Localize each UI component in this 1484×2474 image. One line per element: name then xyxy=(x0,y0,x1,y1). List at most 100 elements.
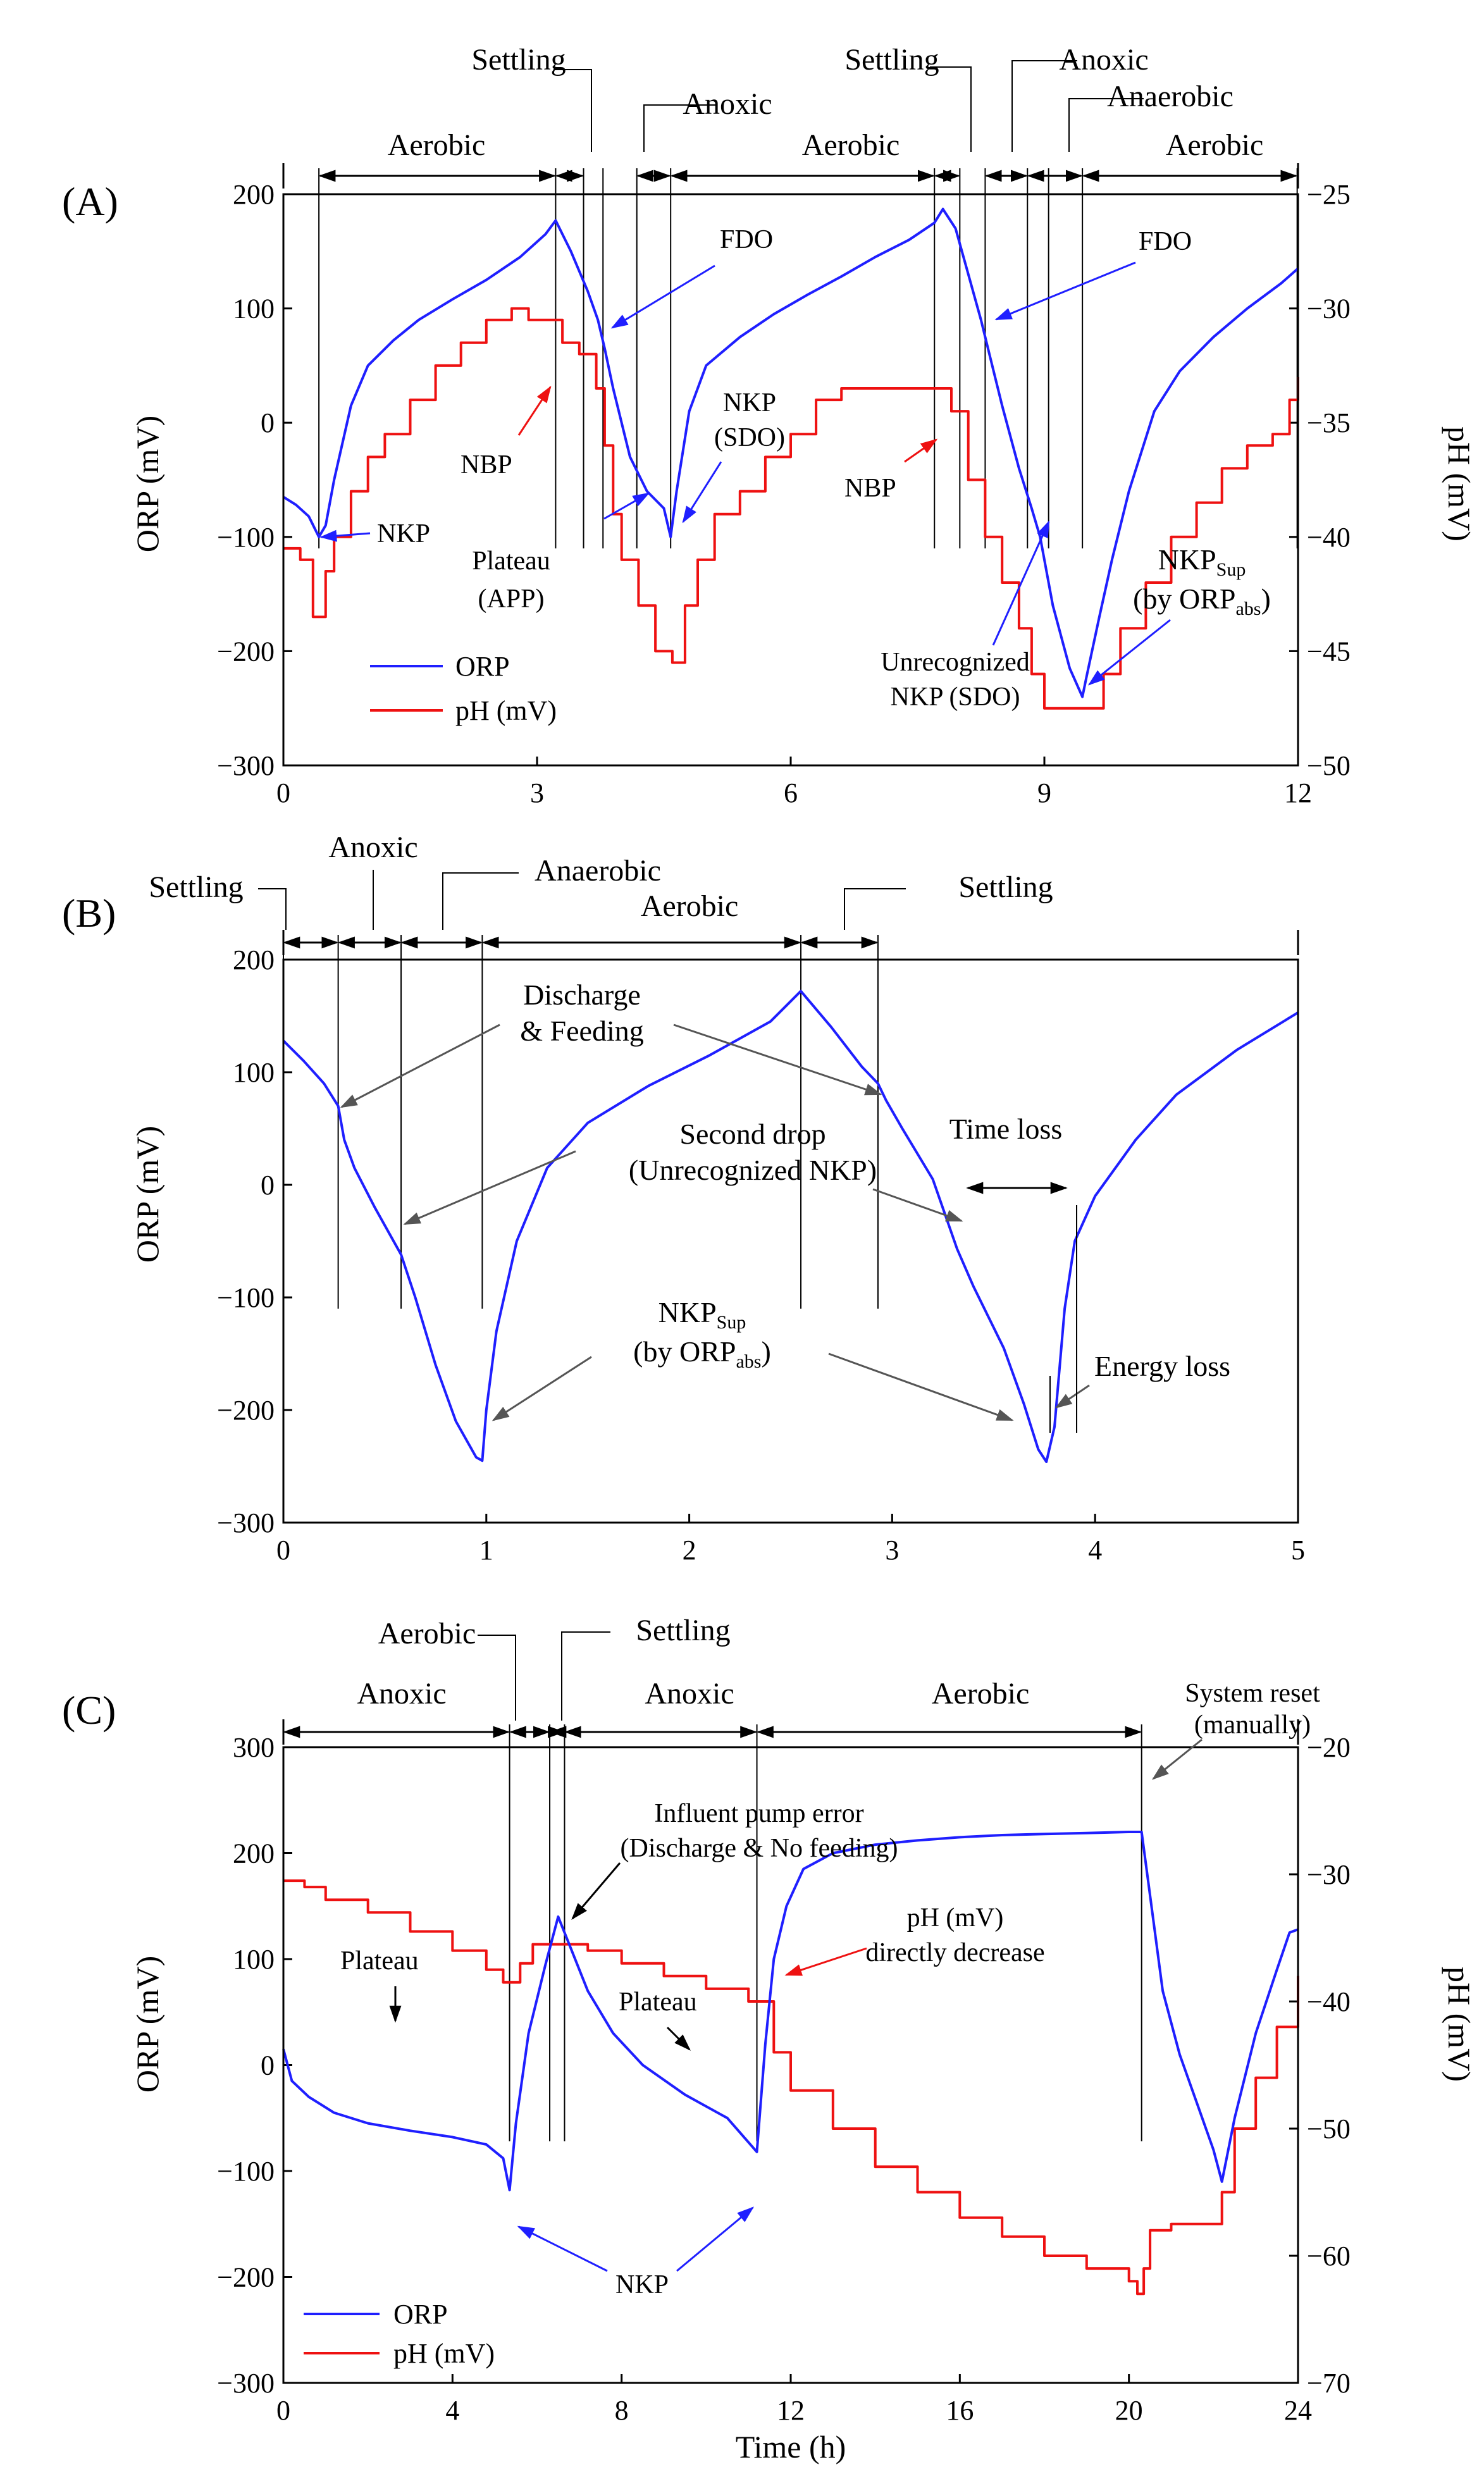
panel-a-ticks: 0 3 6 9 12 200 100 0 −100 −200 −300 −25 −30 −35 −40 −45… xyxy=(217,179,1351,808)
x-tick-label: 8 xyxy=(615,2395,629,2426)
x-tick-label: 3 xyxy=(885,1535,899,1566)
annot-c-ph-decrease-sub: directly decrease xyxy=(865,1938,1044,1967)
annot-b-second-drop: Second drop xyxy=(679,1118,825,1150)
panel-c-annotations: Plateau Plateau NKP Influent pump error … xyxy=(340,1679,1320,2299)
y-right-tick-label: −25 xyxy=(1307,179,1351,210)
y-tick-label: 0 xyxy=(261,1170,275,1201)
panel-b: (B) ORP (mV) 0 1 2 3 4 5 200 100 0 −100 −200 −300 S… xyxy=(62,831,1305,1566)
phase-leader xyxy=(442,872,519,930)
panel-c-label: (C) xyxy=(62,1688,116,1733)
annot-c-pump-error: Influent pump error xyxy=(654,1799,863,1828)
annot-a-nkp-1: NKP xyxy=(377,519,430,548)
x-tick-label: 0 xyxy=(276,1535,290,1566)
phase-label: Anaerobic xyxy=(1107,80,1234,113)
y-tick-label: −200 xyxy=(217,636,275,667)
phase-label: Settling xyxy=(149,870,243,904)
x-tick-label: 6 xyxy=(784,777,798,808)
x-tick-label: 12 xyxy=(777,2395,805,2426)
y-right-tick-label: −45 xyxy=(1307,636,1351,667)
annot-a-nkp-sdo-sub: (SDO) xyxy=(714,423,785,452)
phase-label: Anoxic xyxy=(1059,43,1148,77)
y-tick-label: 100 xyxy=(233,294,275,325)
panel-c: (C) ORP (mV) pH (mV) Time (h) 0 4 8 12 16 20 2… xyxy=(62,1614,1477,2465)
phase-leader xyxy=(643,104,716,152)
phase-label: Settling xyxy=(958,870,1053,904)
panel-c-frame xyxy=(282,1746,1299,2384)
annot-a-nbp-1: NBP xyxy=(461,450,512,479)
annot-b-nkp-sup-sub: (by ORPabs) xyxy=(633,1335,771,1372)
phase-label: Anoxic xyxy=(357,1677,446,1710)
phase-label: Aerobic xyxy=(802,128,900,162)
panel-c-ylabel-right: pH (mV) xyxy=(1442,1967,1477,2082)
ph-series-line xyxy=(283,307,1299,710)
phase-label: Anoxic xyxy=(328,831,417,864)
y-tick-label: 100 xyxy=(233,1944,275,1975)
panel-a-annotations: NKP NBP FDO Plateau (APP) NKP (SDO) NBP … xyxy=(319,225,1271,712)
panel-b-frame xyxy=(282,958,1299,1524)
annot-a-unrecognized-sub: NKP (SDO) xyxy=(891,683,1020,712)
annot-a-nbp-2: NBP xyxy=(844,474,896,503)
y-tick-label: 200 xyxy=(233,944,275,975)
x-tick-label: 20 xyxy=(1115,2395,1143,2426)
x-tick-label: 3 xyxy=(530,777,544,808)
panel-c-xlabel: Time (h) xyxy=(736,2429,846,2465)
annot-a-fdo-2: FDO xyxy=(1139,227,1192,256)
x-tick-label: 1 xyxy=(479,1535,493,1566)
annot-a-plateau-sub: (APP) xyxy=(478,584,544,614)
annot-c-ph-decrease: pH (mV) xyxy=(907,1903,1004,1933)
panel-b-plot-area xyxy=(282,935,1299,1463)
panel-c-ticks: 0 4 8 12 16 20 24 300 200 100 0 −100 −200 −300 −20 −30 −… xyxy=(217,1732,1351,2426)
x-tick-label: 0 xyxy=(276,2395,290,2426)
annot-c-system-reset: System reset xyxy=(1185,1679,1320,1708)
annot-a-nkp-sdo: NKP xyxy=(723,388,776,417)
panel-c-phase-bar: Anoxic Aerobic Settling Anoxic Aerobic xyxy=(282,1614,1299,1745)
y-right-tick-label: −20 xyxy=(1307,1732,1351,1763)
phase-label: Anaerobic xyxy=(535,854,661,888)
panel-a: (A) ORP (mV) pH (mV) 0 3 6 9 12 200 100 0 −100 −2… xyxy=(62,43,1477,808)
y-right-tick-label: −40 xyxy=(1307,522,1351,553)
phase-leader xyxy=(930,66,972,152)
panel-b-ylabel: ORP (mV) xyxy=(130,1126,165,1263)
panel-a-legend: ORP pH (mV) xyxy=(370,651,557,726)
y-tick-label: −100 xyxy=(217,2156,275,2187)
annot-c-nkp: NKP xyxy=(615,2270,669,2299)
y-tick-label: −300 xyxy=(217,750,275,781)
phase-leader xyxy=(258,888,287,930)
panel-a-frame xyxy=(282,193,1299,767)
y-right-tick-label: −35 xyxy=(1307,407,1351,438)
annot-b-time-loss: Time loss xyxy=(949,1113,1063,1145)
y-tick-label: −100 xyxy=(217,522,275,553)
phase-label: Aerobic xyxy=(378,1617,476,1650)
y-right-tick-label: −30 xyxy=(1307,1859,1351,1890)
x-tick-label: 0 xyxy=(276,777,290,808)
phase-label: Anoxic xyxy=(683,87,772,121)
x-tick-label: 12 xyxy=(1284,777,1312,808)
annot-a-unrecognized: Unrecognized xyxy=(881,648,1030,677)
y-right-tick-label: −30 xyxy=(1307,294,1351,325)
annot-c-plateau-2: Plateau xyxy=(619,1988,697,2017)
annot-c-pump-error-sub: (Discharge & No feeding) xyxy=(621,1834,898,1863)
phase-label: Aerobic xyxy=(1166,128,1264,162)
y-tick-label: −100 xyxy=(217,1282,275,1313)
annot-c-system-reset-sub: (manually) xyxy=(1194,1710,1311,1740)
annot-a-plateau: Plateau xyxy=(472,547,550,576)
annot-b-second-drop-sub: (Unrecognized NKP) xyxy=(629,1154,877,1186)
y-tick-label: 0 xyxy=(261,2050,275,2081)
phase-leader xyxy=(844,888,906,930)
phase-label: Settling xyxy=(636,1614,730,1647)
annot-b-nkp-sup: NKPSup xyxy=(659,1296,746,1333)
legend-a-ph: pH (mV) xyxy=(455,695,557,726)
y-right-tick-label: −60 xyxy=(1307,2241,1351,2272)
panel-b-annotations: Discharge & Feeding Second drop (Unrecog… xyxy=(340,979,1230,1433)
y-right-tick-label: −40 xyxy=(1307,1986,1351,2017)
orp-series-line xyxy=(282,207,1299,698)
phase-label: Aerobic xyxy=(641,889,739,923)
annot-b-discharge: Discharge xyxy=(523,979,641,1011)
panel-c-ylabel: ORP (mV) xyxy=(130,1956,165,2093)
y-tick-label: 200 xyxy=(233,179,275,210)
annot-c-plateau-1: Plateau xyxy=(340,1946,419,1976)
y-tick-label: 100 xyxy=(233,1057,275,1088)
orp-series-line xyxy=(282,1831,1299,2192)
panel-a-ylabel-right: pH (mV) xyxy=(1442,426,1477,541)
